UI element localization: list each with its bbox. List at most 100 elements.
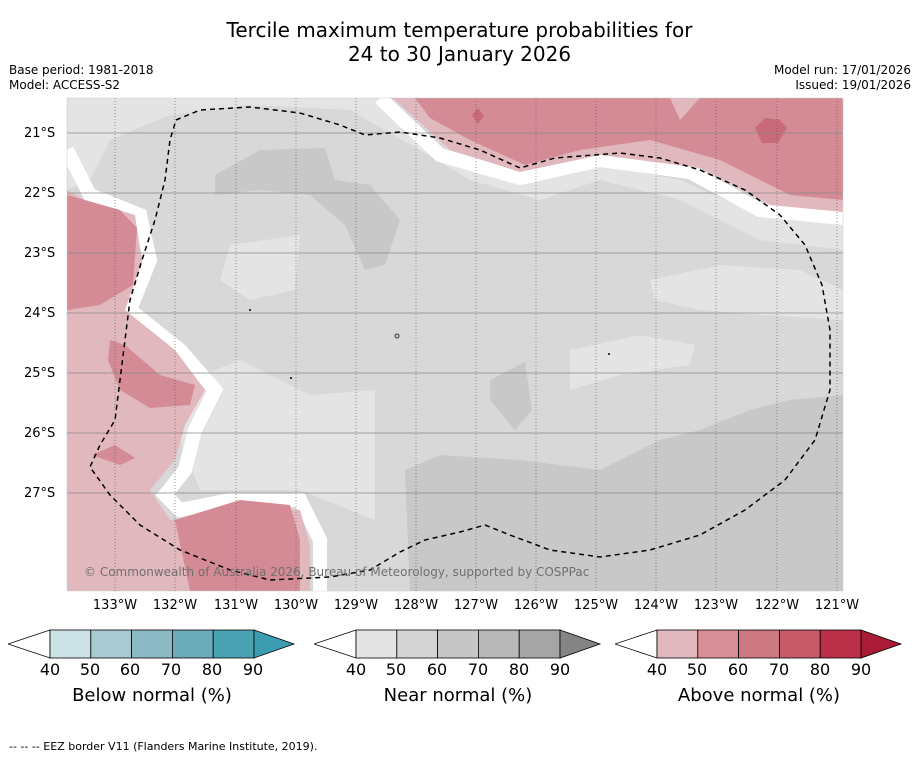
below-swatch-70 bbox=[171, 629, 214, 659]
lat-label-23s: 23°S bbox=[24, 246, 56, 261]
near-tick-50: 50 bbox=[385, 660, 407, 679]
below-swatch-80 bbox=[212, 629, 255, 659]
lon-label-133w: 133°W bbox=[92, 598, 138, 613]
above-tick-90: 90 bbox=[850, 660, 872, 679]
above-tick-80: 80 bbox=[809, 660, 831, 679]
near-tick-60: 60 bbox=[426, 660, 448, 679]
above-normal-50-south bbox=[175, 500, 300, 591]
below-threshold-gap-north bbox=[375, 98, 843, 225]
island-marker bbox=[249, 309, 251, 311]
below-normal-title: Below normal (%) bbox=[72, 685, 232, 706]
below-extend-high bbox=[253, 629, 296, 659]
above-swatch-70 bbox=[778, 629, 821, 659]
lat-label-27s: 27°S bbox=[24, 486, 56, 501]
near-swatch-50 bbox=[396, 629, 439, 659]
above-extend-low bbox=[615, 629, 658, 659]
latitude-lines bbox=[67, 132, 843, 494]
lon-label-130w: 130°W bbox=[273, 598, 319, 613]
above-normal-50-west bbox=[67, 195, 137, 310]
above-normal-60-spot-north bbox=[472, 108, 484, 124]
below-tick-40: 40 bbox=[39, 660, 61, 679]
lon-label-131w: 131°W bbox=[213, 598, 259, 613]
lon-label-122w: 122°W bbox=[754, 598, 800, 613]
below-tick-90: 90 bbox=[242, 660, 264, 679]
colorbar-above-swatches bbox=[615, 629, 903, 659]
lon-label-127w: 127°W bbox=[453, 598, 499, 613]
issued-date: Issued: 19/01/2026 bbox=[795, 78, 911, 92]
near-normal-title: Near normal (%) bbox=[383, 685, 533, 706]
probability-map bbox=[66, 97, 844, 592]
above-tick-70: 70 bbox=[768, 660, 790, 679]
near-normal-light-southeast bbox=[570, 335, 695, 390]
above-tick-50: 50 bbox=[686, 660, 708, 679]
near-tick-80: 80 bbox=[508, 660, 530, 679]
colorbar-above-normal bbox=[615, 629, 903, 659]
above-swatch-80 bbox=[819, 629, 862, 659]
above-normal-50-north bbox=[415, 98, 843, 200]
lon-label-124w: 124°W bbox=[633, 598, 679, 613]
near-swatch-40 bbox=[355, 629, 398, 659]
colorbar-below-normal bbox=[8, 629, 296, 659]
above-normal-60-spot-northeast bbox=[755, 118, 787, 143]
island-marker bbox=[290, 377, 292, 379]
lon-label-121w: 121°W bbox=[814, 598, 860, 613]
above-normal-title: Above normal (%) bbox=[677, 685, 841, 706]
above-swatch-60 bbox=[738, 629, 780, 659]
near-tick-40: 40 bbox=[345, 660, 367, 679]
map-fields bbox=[67, 98, 843, 591]
model-name: Model: ACCESS-S2 bbox=[9, 78, 121, 92]
above-swatch-50 bbox=[697, 629, 740, 659]
lon-label-126w: 126°W bbox=[513, 598, 559, 613]
near-normal-60-north bbox=[215, 148, 400, 270]
colorbar-near-normal bbox=[314, 629, 602, 659]
map-title: Tercile maximum temperature probabilitie… bbox=[0, 18, 919, 66]
near-extend-low bbox=[314, 629, 357, 659]
lat-label-21s: 21°S bbox=[24, 126, 56, 141]
lat-label-25s: 25°S bbox=[24, 366, 56, 381]
lon-label-128w: 128°W bbox=[393, 598, 439, 613]
above-normal-50-small bbox=[92, 445, 135, 465]
colorbar-below-swatches bbox=[8, 629, 296, 659]
above-normal-50-patch bbox=[108, 340, 195, 408]
lat-label-22s: 22°S bbox=[24, 186, 56, 201]
near-swatch-70 bbox=[477, 629, 520, 659]
copyright-notice: © Commonwealth of Australia 2026, Bureau… bbox=[84, 565, 590, 579]
model-run: Model run: 17/01/2026 bbox=[773, 63, 911, 77]
eez-border bbox=[89, 106, 831, 581]
below-extend-low bbox=[8, 629, 51, 659]
title-line-2: 24 to 30 January 2026 bbox=[347, 42, 572, 66]
meta-left: Base period: 1981-2018 Model: ACCESS-S2 bbox=[9, 63, 154, 93]
below-tick-50: 50 bbox=[79, 660, 101, 679]
near-tick-70: 70 bbox=[467, 660, 489, 679]
above-tick-60: 60 bbox=[727, 660, 749, 679]
near-normal-light-centre bbox=[220, 235, 300, 300]
lon-label-132w: 132°W bbox=[152, 598, 198, 613]
below-threshold-gap-west bbox=[67, 146, 327, 591]
title-line-1: Tercile maximum temperature probabilitie… bbox=[226, 18, 693, 42]
lat-label-26s: 26°S bbox=[24, 426, 56, 441]
below-tick-80: 80 bbox=[201, 660, 223, 679]
below-swatch-60 bbox=[131, 629, 173, 659]
eez-footnote: -- -- -- EEZ border V11 (Flanders Marine… bbox=[9, 740, 318, 753]
map-frame bbox=[66, 97, 844, 592]
base-period: Base period: 1981-2018 bbox=[9, 63, 154, 77]
above-tick-40: 40 bbox=[646, 660, 668, 679]
lat-label-24s: 24°S bbox=[24, 306, 56, 321]
above-swatch-40 bbox=[656, 629, 699, 659]
below-swatch-40 bbox=[49, 629, 92, 659]
near-extend-high bbox=[559, 629, 602, 659]
island-marker bbox=[394, 333, 400, 339]
below-tick-60: 60 bbox=[119, 660, 141, 679]
near-normal-light-east bbox=[650, 265, 843, 320]
below-swatch-50 bbox=[90, 629, 133, 659]
near-swatch-60 bbox=[437, 629, 479, 659]
graticule bbox=[114, 98, 838, 591]
near-normal-light-north bbox=[67, 98, 843, 250]
lon-label-129w: 129°W bbox=[333, 598, 379, 613]
above-extend-high bbox=[860, 629, 903, 659]
near-tick-90: 90 bbox=[549, 660, 571, 679]
meta-right: Model run: 17/01/2026 Issued: 19/01/2026 bbox=[774, 63, 911, 93]
colorbar-near-swatches bbox=[314, 629, 602, 659]
near-swatch-80 bbox=[518, 629, 561, 659]
near-normal-light-southwest bbox=[180, 360, 375, 520]
